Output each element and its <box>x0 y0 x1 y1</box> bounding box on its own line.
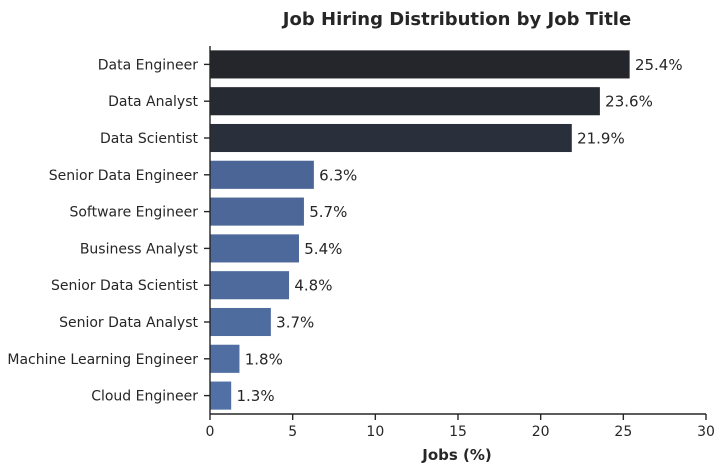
bar <box>209 49 631 80</box>
category-label: Data Engineer <box>98 57 198 73</box>
x-tick-label: 20 <box>532 424 550 440</box>
category-label: Senior Data Scientist <box>51 278 199 294</box>
category-labels: Data Engineer Data Analyst Data Scientist S… <box>7 57 210 405</box>
data-labels: 25.4% 23.6% 21.9% 6.3% 5.7% 5.4% 4.8% 3.7% 1.8% 1… <box>236 56 682 405</box>
bar <box>209 160 315 190</box>
bar <box>209 270 290 300</box>
data-label: 3.7% <box>276 314 314 332</box>
category-label: Data Scientist <box>100 131 199 147</box>
bar <box>209 123 573 153</box>
category-label: Business Analyst <box>80 241 199 257</box>
category-label: Software Engineer <box>69 205 198 221</box>
x-tick-label: 15 <box>449 424 467 440</box>
x-tick-label: 0 <box>206 424 215 440</box>
data-label: 5.4% <box>304 240 342 258</box>
data-label: 5.7% <box>309 203 347 221</box>
category-label: Senior Data Analyst <box>59 315 198 331</box>
x-tick-label: 30 <box>697 424 715 440</box>
bar <box>209 380 232 411</box>
category-label: Data Analyst <box>108 94 198 110</box>
bar <box>209 86 601 116</box>
chart-title: Job Hiring Distribution by Job Title <box>281 9 631 30</box>
x-axis-label: Jobs (%) <box>421 446 492 464</box>
bar <box>209 344 241 374</box>
data-label: 1.3% <box>236 387 274 405</box>
bars-group <box>209 49 631 411</box>
bar <box>209 233 300 264</box>
data-label: 23.6% <box>605 93 653 111</box>
data-label: 6.3% <box>319 166 357 184</box>
data-label: 4.8% <box>294 277 332 295</box>
data-label: 21.9% <box>577 130 625 148</box>
category-label: Cloud Engineer <box>91 389 198 405</box>
x-tick-label: 10 <box>366 424 384 440</box>
x-tick-label: 25 <box>614 424 632 440</box>
category-label: Senior Data Engineer <box>49 168 199 184</box>
bar <box>209 307 272 337</box>
category-label: Machine Learning Engineer <box>7 352 198 368</box>
data-label: 1.8% <box>245 350 283 368</box>
x-tick-label: 5 <box>288 424 297 440</box>
x-axis-ticks: 0 5 10 15 20 25 30 <box>206 414 715 440</box>
bar <box>209 196 305 227</box>
data-label: 25.4% <box>635 56 683 74</box>
